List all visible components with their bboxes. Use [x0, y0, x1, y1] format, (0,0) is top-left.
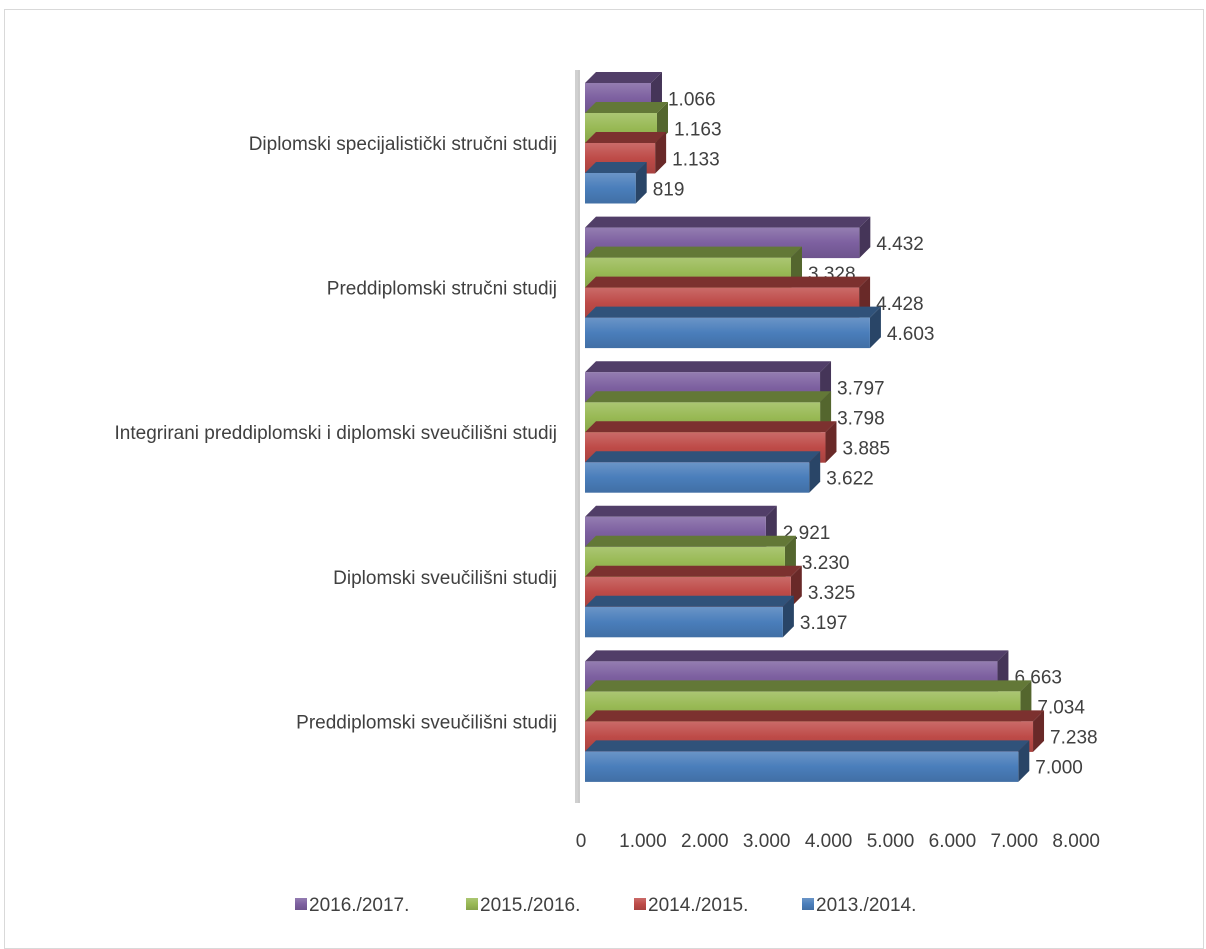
bar-top-face [585, 391, 832, 403]
category-label: Diplomski specijalistički stručni studij [249, 134, 557, 155]
bar-2013./2014.-4 [585, 173, 636, 204]
data-label: 7.034 [1037, 698, 1085, 719]
x-tick-label: 7.000 [991, 831, 1039, 852]
legend-label: 2013./2014. [816, 895, 916, 916]
legend-item: 2015./2016. [466, 895, 580, 916]
bars-layer: 6.6637.0347.2387.0002.9213.2303.3253.197… [585, 72, 1098, 782]
bar-top-face [585, 361, 832, 373]
bar-top-face [585, 246, 803, 258]
bar-top-face [585, 565, 802, 577]
bar-side-face [869, 306, 881, 349]
legend-swatch [802, 898, 814, 910]
x-tick-label: 1.000 [619, 831, 667, 852]
data-label: 4.428 [876, 294, 924, 315]
bar-top-face [585, 680, 1032, 692]
bar-top-face [585, 306, 881, 318]
data-label: 3.885 [842, 438, 890, 459]
legend-swatch [634, 898, 646, 910]
legend-item: 2014./2015. [634, 895, 748, 916]
bar-top-face [585, 650, 1009, 662]
data-label: 4.603 [887, 324, 935, 345]
category-label: Integrirani preddiplomski i diplomski sv… [115, 423, 557, 444]
bar-top-face [585, 710, 1045, 722]
legend-label: 2014./2015. [648, 895, 748, 916]
data-label: 1.066 [668, 89, 716, 110]
bar-top-face [585, 505, 777, 517]
bar-top-face [585, 216, 871, 228]
data-label: 3.197 [800, 613, 848, 634]
bar-side-face [809, 451, 821, 493]
data-label: 3.325 [808, 583, 856, 604]
bar-top-face [585, 162, 647, 173]
bar-side-face [655, 132, 667, 174]
category-label: Diplomski sveučilišni studij [333, 568, 557, 589]
category-labels: Preddiplomski sveučilišni studij Diplomsk… [115, 134, 557, 733]
bar-top-face [585, 72, 662, 83]
x-axis-tick-labels: 0 1.000 2.000 3.000 4.000 5.000 6.000 7.000 8.00… [576, 831, 1100, 852]
bar-2013./2014.-1 [585, 606, 783, 638]
legend: 2016./2017. 2015./2016. 2014./2015. 2013./2… [295, 895, 916, 916]
x-tick-label: 5.000 [867, 831, 915, 852]
bar-top-face [585, 451, 821, 463]
category-label: Preddiplomski stručni studij [327, 279, 557, 300]
legend-swatch [295, 898, 307, 910]
bar-2013./2014.-2 [585, 462, 810, 493]
bar-side-face [782, 595, 794, 638]
bar-top-face [585, 535, 796, 547]
y-axis-wall [575, 70, 578, 803]
bar-top-face [585, 132, 667, 143]
bar-2013./2014.-0 [585, 751, 1019, 782]
data-label: 7.000 [1035, 758, 1083, 779]
bar-2013./2014.-3 [585, 317, 870, 349]
legend-label: 2016./2017. [309, 895, 409, 916]
x-tick-label: 8.000 [1052, 831, 1100, 852]
legend-item: 2016./2017. [295, 895, 409, 916]
data-label: 1.163 [674, 119, 722, 140]
data-label: 819 [653, 179, 685, 200]
bar-side-face [1033, 710, 1045, 752]
data-label: 3.798 [837, 408, 885, 429]
bar-side-face [825, 421, 837, 463]
bar-top-face [585, 276, 871, 288]
data-label: 1.133 [672, 149, 720, 170]
data-label: 4.432 [876, 234, 924, 255]
x-tick-label: 3.000 [743, 831, 791, 852]
data-label: 3.230 [802, 553, 850, 574]
bar-top-face [585, 102, 668, 113]
x-tick-label: 4.000 [805, 831, 853, 852]
axis-layer [575, 70, 580, 803]
bar-side-face [635, 162, 647, 204]
bar-top-face [585, 421, 837, 433]
legend-item: 2013./2014. [802, 895, 916, 916]
x-tick-label: 0 [576, 831, 587, 852]
legend-label: 2015./2016. [480, 895, 580, 916]
data-label: 3.797 [837, 378, 885, 399]
bar-side-face [1018, 740, 1030, 782]
data-label: 7.238 [1050, 728, 1098, 749]
category-label: Preddiplomski sveučilišni studij [296, 712, 557, 733]
x-tick-label: 6.000 [929, 831, 977, 852]
x-tick-label: 2.000 [681, 831, 729, 852]
data-label: 3.622 [826, 468, 874, 489]
bar-top-face [585, 595, 794, 607]
bar-side-face [859, 216, 871, 259]
bar-top-face [585, 740, 1030, 752]
legend-swatch [466, 898, 478, 910]
